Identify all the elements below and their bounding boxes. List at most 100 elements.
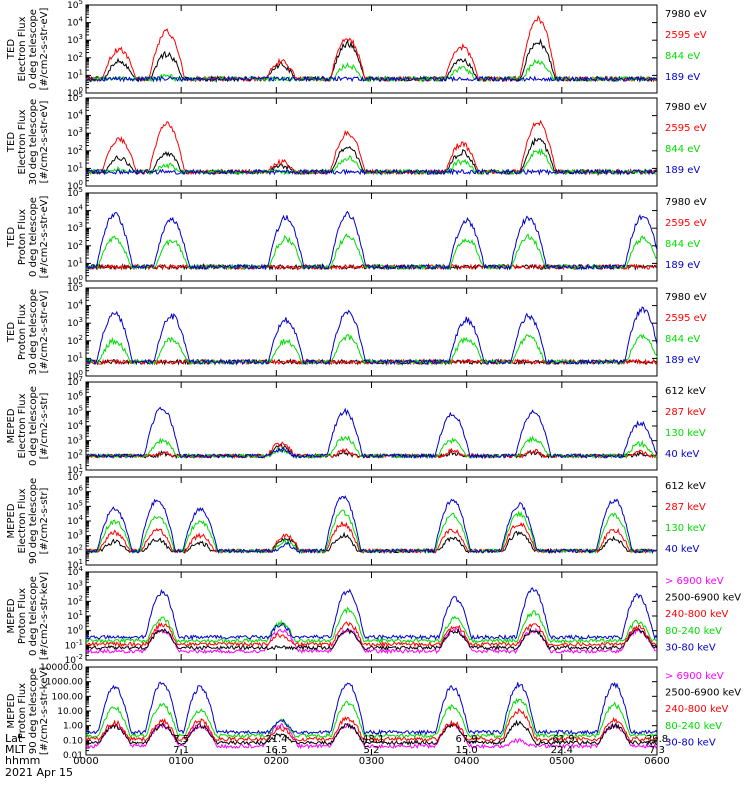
hhmm-tick-label: 0100 [168,756,193,767]
lat-tick-label: -48.1 [359,734,385,745]
y-axis-label: MEPEDProton Flux0 deg telescope[#/cm2-s-… [6,572,50,660]
legend-4: 40 keV [665,449,699,460]
hhmm-tick-label: 0200 [264,756,289,767]
legend-1: > 6900 keV [665,576,724,587]
y-tick-label: 102 [67,543,83,556]
y-tick-label: 102 [67,144,83,157]
y-tick-label: 104 [67,204,83,217]
mlt-tick-label: 16.5 [265,745,287,756]
y-tick-label: 105 [67,499,83,512]
y-tick-label: 101 [67,256,83,269]
series-3-trace [85,435,658,460]
series-1-trace [85,137,658,176]
y-tick-label: 1000.00 [46,678,83,688]
series-3-trace [85,233,658,271]
series-2-trace [85,14,658,83]
y-tick-label: 104 [67,514,83,527]
series-3-trace [85,333,658,366]
y-tick-label: 106 [67,390,83,403]
legend-2: 2500-6900 keV [665,593,741,604]
series-5-trace [85,587,658,641]
legend-3: 130 keV [665,428,706,439]
hhmm-tick-label: 0300 [359,756,384,767]
legend-2: 287 keV [665,407,706,418]
hhmm-tick-label: 0500 [549,756,574,767]
legend-4: 189 eV [665,260,700,271]
y-axis-label: TEDElectron Flux30 deg telescope[#/cm2-s… [6,99,50,185]
y-tick-label: 102 [67,239,83,252]
y-axis-label: TEDProton Flux30 deg telescope[#/cm2-s-s… [6,289,50,375]
legend-3: 844 eV [665,334,700,345]
series-2-trace [85,521,658,555]
y-tick-label: 102 [67,51,83,64]
series-4-trace [85,606,658,645]
date-label: 2021 Apr 15 [5,766,73,779]
y-tick-label: 103 [67,221,83,234]
y-tick-label: 0.10 [63,736,83,746]
mlt-tick-label: 5.2 [364,745,380,756]
y-tick-label: 100.00 [52,692,84,702]
series-1-trace [85,627,658,655]
y-tick-label: 10000.00 [40,663,83,673]
legend-4: 80-240 keV [665,721,722,732]
series-4-trace [85,210,658,271]
y-axis-label: MEPEDProton Flux90 deg telescope[#/cm2-s… [6,667,50,755]
y-axis-label: MEPEDElectron Flux90 deg telescope[#/cm2… [6,478,50,564]
y-tick-label: 1.00 [63,722,83,732]
legend-3: 844 eV [665,239,700,250]
legend-4: 80-240 keV [665,626,722,637]
legend-1: 612 keV [665,386,706,397]
lat-tick-label: -61.9 [549,734,575,745]
series-4-trace [85,697,658,739]
legend-1: 612 keV [665,481,706,492]
y-tick-label: 103 [67,126,83,139]
legend-2: 2595 eV [665,313,707,324]
series-3-trace [85,708,658,743]
y-axis-label: MEPEDElectron Flux0 deg telescope[#/cm2-… [6,386,50,466]
y-tick-label: 100 [67,624,83,637]
legend-1: 7980 eV [665,197,707,208]
lat-tick-label: 39.8 [646,734,668,745]
y-tick-label: 101 [67,161,83,174]
legend-2: 287 keV [665,502,706,513]
panel-8: 0.01 0.10 1.00 10.00 100.00 1000.00 10000.00ME… [6,663,741,761]
mlt-tick-label: 7.1 [173,745,189,756]
y-tick-label: 102 [67,334,83,347]
legend-5: 30-80 keV [665,642,716,653]
mlt-tick-label: 22.4 [551,745,573,756]
y-tick-label: 105 [67,0,83,11]
mlt-label: MLT [5,743,26,756]
y-tick-label: 101 [67,609,83,622]
y-tick-label: 103 [67,580,83,593]
y-tick-label: 103 [67,33,83,46]
y-tick-label: 105 [67,404,83,417]
y-tick-label: 104 [67,419,83,432]
series-2-trace [85,627,658,652]
legend-4: 189 eV [665,165,700,176]
legend-2: 2595 eV [665,123,707,134]
legend-1: 7980 eV [665,102,707,113]
hhmm-tick-label: 0600 [644,756,669,767]
y-tick-label: 101 [67,68,83,81]
series-4-trace [85,495,658,555]
y-tick-label: 103 [67,316,83,329]
y-tick-label: 10-1 [65,638,83,651]
series-5-trace [85,681,658,736]
hhmm-label: hhmm [5,754,40,767]
series-1-trace [86,722,658,750]
lat-tick-label: 7.5 [173,734,189,745]
legend-4: 189 eV [665,72,700,83]
legend-1: > 6900 keV [665,671,724,682]
y-axis-label: TEDProton Flux0 deg telescope[#/cm2-s-st… [6,196,50,279]
y-tick-label: 102 [67,594,83,607]
lat-label: Lat [5,732,23,745]
hhmm-tick-label: 0000 [73,756,98,767]
y-tick-label: 104 [67,109,83,122]
mlt-tick-label: 7.3 [649,745,665,756]
